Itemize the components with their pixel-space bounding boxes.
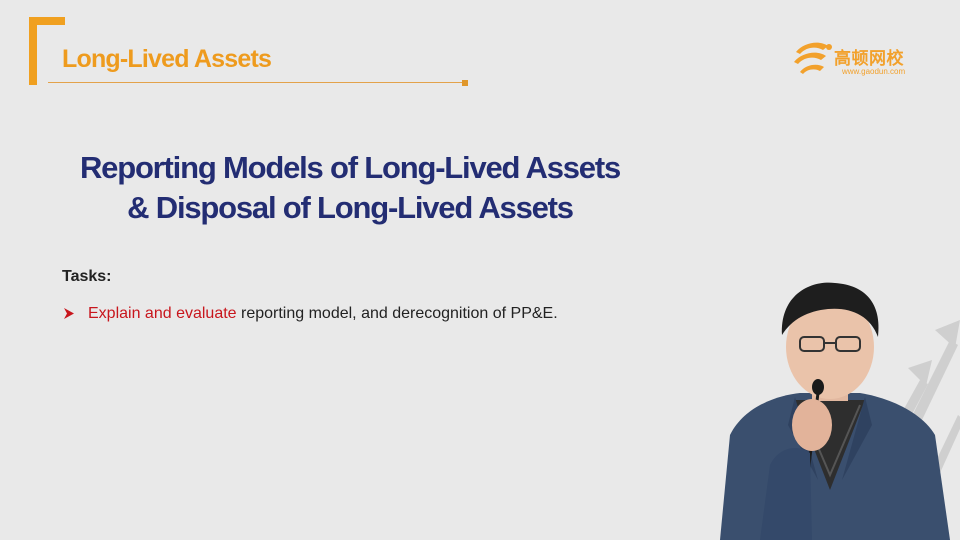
brand-logo: 高顿网校 www.gaodun.com	[790, 38, 920, 82]
slide-title-line-1: Reporting Models of Long-Lived Assets	[79, 150, 621, 185]
header-bracket-tail	[29, 76, 37, 85]
task-text: reporting model, and derecognition of PP…	[236, 305, 558, 322]
header-bracket	[29, 17, 65, 81]
slide-title-line-2: & Disposal of Long-Lived Assets	[127, 190, 574, 225]
logo-url: www.gaodun.com	[842, 67, 906, 76]
gaodun-logo-icon	[794, 42, 832, 74]
logo-brand-name: 高顿网校	[834, 49, 904, 69]
section-title: Long-Lived Assets	[62, 45, 272, 73]
arrow-bullet-icon	[64, 308, 74, 319]
task-highlight-text: Explain and evaluate	[88, 305, 237, 322]
header-divider	[48, 82, 464, 83]
tasks-heading: Tasks:	[62, 268, 112, 285]
slide-title: Reporting Models of Long-Lived Assets & …	[60, 148, 640, 228]
header-divider-end	[462, 80, 468, 86]
task-item: Explain and evaluate reporting model, an…	[64, 305, 558, 323]
presenter-video	[720, 282, 950, 540]
